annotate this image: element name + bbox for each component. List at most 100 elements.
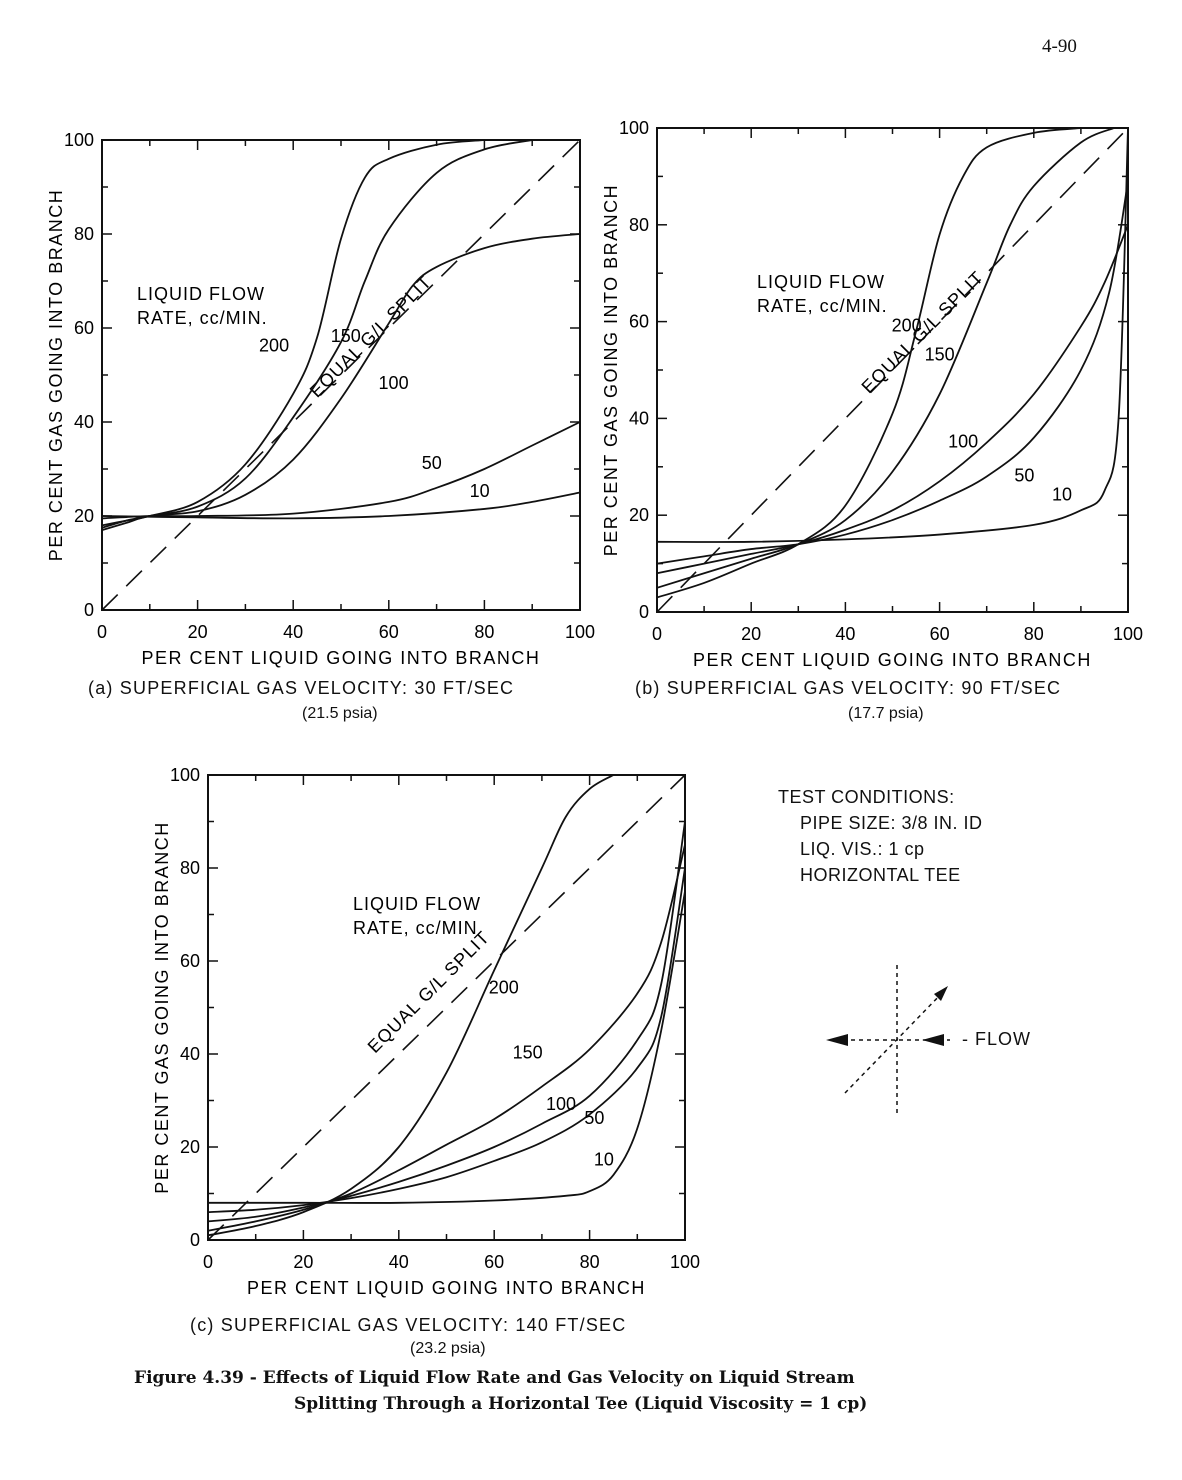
- chart-c-xtick-label: 100: [670, 1252, 700, 1272]
- chart-a-ytick-label: 60: [74, 318, 94, 338]
- chart-a-ylabel: PER CENT GAS GOING INTO BRANCH: [46, 189, 66, 561]
- chart-a-equal-split-line: [101, 139, 581, 611]
- chart-c-xtick-label: 20: [293, 1252, 313, 1272]
- chart-a-legend-title: RATE, cc/MIN.: [137, 308, 268, 328]
- chart-b-series-200-line: [656, 127, 1081, 599]
- chart-b-series-10-line: [656, 127, 1129, 543]
- chart-a-xtick-label: 20: [188, 622, 208, 642]
- chart-b-series-150-line: [656, 127, 1115, 589]
- chart-c-ytick-label: 80: [180, 858, 200, 878]
- chart-a-series-150-line: [101, 139, 533, 529]
- chart-a-ytick-label: 40: [74, 412, 94, 432]
- chart-a-series-50-label: 50: [422, 453, 442, 473]
- chart-c-equal-split-line: [207, 774, 686, 1241]
- chart-c-xtick-label: 80: [580, 1252, 600, 1272]
- test-conditions-title: TEST CONDITIONS:: [778, 787, 955, 807]
- chart-c-ytick-label: 20: [180, 1137, 200, 1157]
- chart-a-series-10-line: [101, 491, 581, 520]
- chart-c-caption: (c) SUPERFICIAL GAS VELOCITY: 140 FT/SEC: [190, 1315, 627, 1335]
- chart-b-xtick-label: 100: [1113, 624, 1143, 644]
- chart-c-pressure: (23.2 psia): [410, 1340, 486, 1357]
- chart-a-legend-title: LIQUID FLOW: [137, 284, 265, 304]
- chart-c-series-100-label: 100: [546, 1094, 576, 1114]
- chart-b-ylabel: PER CENT GAS GOING INTO BRANCH: [601, 184, 621, 556]
- chart-c-series-200-label: 200: [489, 978, 519, 998]
- chart-b-ytick-label: 40: [629, 408, 649, 428]
- chart-c-series-10-line: [208, 891, 686, 1204]
- chart-c-ytick-label: 60: [180, 951, 200, 971]
- chart-a-series-100-line: [101, 233, 581, 531]
- chart-b-xtick-label: 60: [930, 624, 950, 644]
- figure-caption-line1: Figure 4.39 - Effects of Liquid Flow Rat…: [134, 1368, 855, 1388]
- test-condition-tee: HORIZONTAL TEE: [800, 865, 961, 885]
- chart-c-legend-title: RATE, cc/MIN: [353, 918, 478, 938]
- chart-a-series-50-line: [101, 421, 581, 520]
- test-condition-pipe-size: PIPE SIZE: 3/8 IN. ID: [800, 813, 983, 833]
- figure-caption: Figure 4.39 - Effects of Liquid Flow Rat…: [134, 1365, 1034, 1417]
- chart-a-series-150-label: 150: [331, 326, 361, 346]
- chart-c-series-150-line: [207, 844, 686, 1232]
- chart-b-ytick-label: 0: [639, 602, 649, 622]
- chart-a-xtick-label: 60: [379, 622, 399, 642]
- chart-a-caption: (a) SUPERFICIAL GAS VELOCITY: 30 FT/SEC: [88, 678, 515, 698]
- chart-b-series-100-line: [656, 224, 1129, 575]
- chart-b-ytick-label: 60: [629, 312, 649, 332]
- chart-c-ytick-label: 100: [170, 765, 200, 785]
- chart-b-equal-split-line: [656, 127, 1129, 613]
- flow-label: - FLOW: [962, 1029, 1031, 1049]
- chart-a-xlabel: PER CENT LIQUID GOING INTO BRANCH: [142, 648, 541, 668]
- chart-b-ytick-label: 20: [629, 505, 649, 525]
- chart-a-ytick-label: 20: [74, 506, 94, 526]
- chart-b-xtick-label: 40: [835, 624, 855, 644]
- chart-b-series-50-label: 50: [1014, 465, 1034, 485]
- chart-b-series-200-label: 200: [892, 315, 922, 335]
- chart-b-xlabel: PER CENT LIQUID GOING INTO BRANCH: [693, 650, 1092, 670]
- chart-a-ytick-label: 0: [84, 600, 94, 620]
- test-condition-viscosity: LIQ. VIS.: 1 cp: [800, 839, 925, 859]
- chart-a-series-200-label: 200: [259, 336, 289, 356]
- chart-b-pressure: (17.7 psia): [848, 705, 924, 722]
- chart-c-series-10-label: 10: [594, 1150, 614, 1170]
- chart-a-equal-split-label: EQUAL G/L SPLIT: [306, 271, 436, 401]
- chart-a-ytick-label: 80: [74, 224, 94, 244]
- chart-a-ytick-label: 100: [64, 130, 94, 150]
- chart-b-legend-title: LIQUID FLOW: [757, 272, 885, 292]
- chart-c-ytick-label: 0: [190, 1230, 200, 1250]
- chart-b-xtick-label: 80: [1024, 624, 1044, 644]
- chart-b-xtick-label: 0: [652, 624, 662, 644]
- branch-arrow-icon: [934, 986, 948, 1001]
- chart-a-series-100-label: 100: [379, 373, 409, 393]
- chart-c-ylabel: PER CENT GAS GOING INTO BRANCH: [152, 821, 172, 1193]
- chart-c-legend-title: LIQUID FLOW: [353, 894, 481, 914]
- chart-a-series-10-label: 10: [470, 481, 490, 501]
- chart-b-xtick-label: 20: [741, 624, 761, 644]
- chart-b-ytick-label: 80: [629, 215, 649, 235]
- chart-b-caption: (b) SUPERFICIAL GAS VELOCITY: 90 FT/SEC: [635, 678, 1062, 698]
- chart-c-xtick-label: 0: [203, 1252, 213, 1272]
- chart-b-series-150-label: 150: [925, 344, 955, 364]
- chart-c-xlabel: PER CENT LIQUID GOING INTO BRANCH: [247, 1278, 646, 1298]
- chart-c-series-50-label: 50: [584, 1108, 604, 1128]
- chart-c-xtick-label: 60: [484, 1252, 504, 1272]
- chart-b-legend-title: RATE, cc/MIN.: [757, 296, 888, 316]
- chart-c-equal-split-label: EQUAL G/L SPLIT: [364, 927, 494, 1057]
- figure-caption-line2: Splitting Through a Horizontal Tee (Liqu…: [294, 1394, 868, 1414]
- chart-a-xtick-label: 0: [97, 622, 107, 642]
- outlet-arrow-icon: [826, 1034, 848, 1046]
- chart-a-xtick-label: 40: [283, 622, 303, 642]
- chart-c-xtick-label: 40: [389, 1252, 409, 1272]
- chart-a-pressure: (21.5 psia): [302, 705, 378, 722]
- chart-b-series-100-label: 100: [948, 431, 978, 451]
- page-number: 4-90: [1042, 36, 1077, 57]
- chart-b-ytick-label: 100: [619, 118, 649, 138]
- chart-a-xtick-label: 80: [474, 622, 494, 642]
- chart-c-series-150-label: 150: [513, 1043, 543, 1063]
- chart-c-ytick-label: 40: [180, 1044, 200, 1064]
- chart-b-series-50-line: [656, 181, 1129, 565]
- test-conditions: TEST CONDITIONS: PIPE SIZE: 3/8 IN. ID L…: [778, 784, 983, 888]
- chart-c-series-50-line: [207, 867, 686, 1213]
- chart-b-series-10-label: 10: [1052, 485, 1072, 505]
- flow-arrow-icon: [922, 1034, 944, 1046]
- chart-c-series-200-line: [207, 774, 614, 1237]
